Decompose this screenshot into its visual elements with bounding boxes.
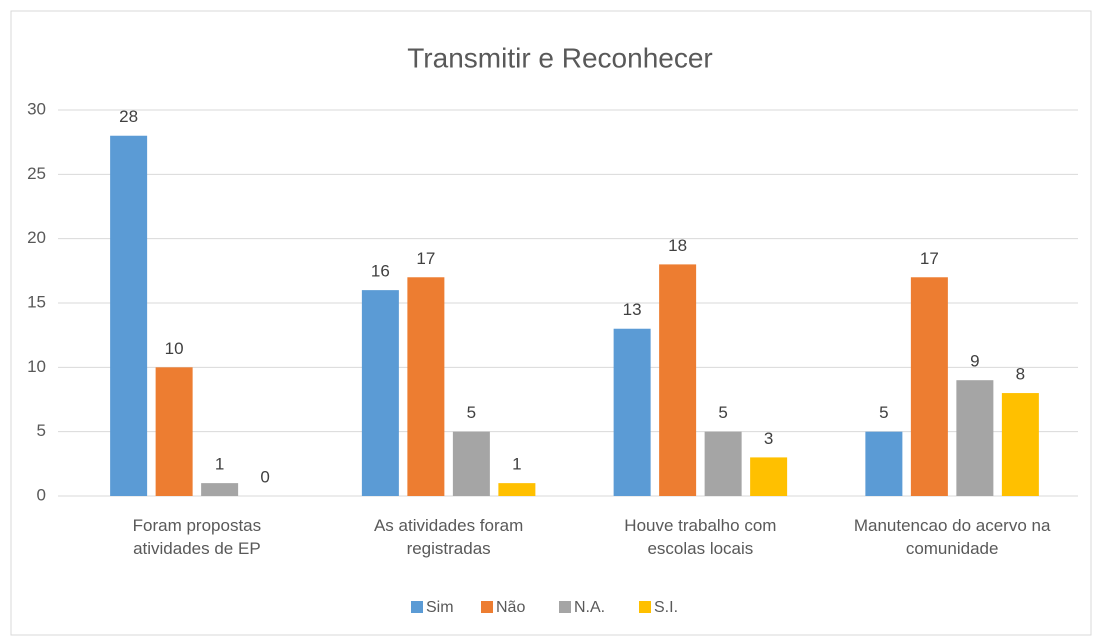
legend-label: S.I. (654, 599, 678, 616)
data-label: 17 (416, 249, 435, 268)
y-tick-label: 5 (37, 421, 46, 440)
y-tick-label: 10 (27, 357, 46, 376)
data-label: 5 (718, 403, 727, 422)
legend-swatch (481, 601, 493, 613)
legend-label: Não (496, 599, 525, 616)
data-label: 3 (764, 429, 773, 448)
legend-label: Sim (426, 599, 454, 616)
bar (201, 483, 239, 496)
data-label: 8 (1016, 365, 1025, 384)
data-label: 9 (970, 352, 979, 371)
bar (704, 431, 742, 496)
legend-swatch (559, 601, 571, 613)
bar (865, 431, 903, 496)
x-tick-label: Manutencao do acervo na comunidade (853, 516, 1051, 558)
legend-label: N.A. (574, 599, 605, 616)
y-tick-label: 25 (27, 164, 46, 183)
bar (407, 277, 445, 496)
y-tick-label: 15 (27, 292, 46, 311)
bar (750, 457, 788, 496)
x-tick-label: Foram propostas atividades de EP (132, 516, 262, 558)
data-label: 28 (119, 107, 138, 126)
bar (498, 483, 536, 496)
data-label: 18 (668, 236, 687, 255)
bar (1001, 393, 1039, 496)
bar (956, 380, 994, 496)
bar (155, 367, 193, 496)
data-label: 0 (260, 467, 269, 486)
data-label: 13 (623, 300, 642, 319)
bar (659, 264, 697, 496)
y-tick-label: 20 (27, 228, 46, 247)
data-label: 1 (512, 455, 521, 474)
legend-swatch (411, 601, 423, 613)
bar (452, 431, 490, 496)
bar (361, 290, 399, 496)
y-tick-label: 0 (37, 485, 46, 504)
bar (910, 277, 948, 496)
bar (110, 135, 148, 496)
x-tick-label: As atividades foram registradas (373, 516, 524, 558)
data-label: 5 (879, 403, 888, 422)
y-tick-label: 30 (27, 99, 46, 118)
bar (613, 328, 651, 496)
legend-swatch (639, 601, 651, 613)
data-label: 1 (215, 455, 224, 474)
x-tick-label: Houve trabalho com escolas locais (624, 516, 777, 558)
data-label: 10 (165, 339, 184, 358)
data-label: 17 (920, 249, 939, 268)
chart-title: Transmitir e Reconhecer (407, 42, 713, 73)
data-label: 5 (467, 403, 476, 422)
data-label: 16 (371, 262, 390, 281)
